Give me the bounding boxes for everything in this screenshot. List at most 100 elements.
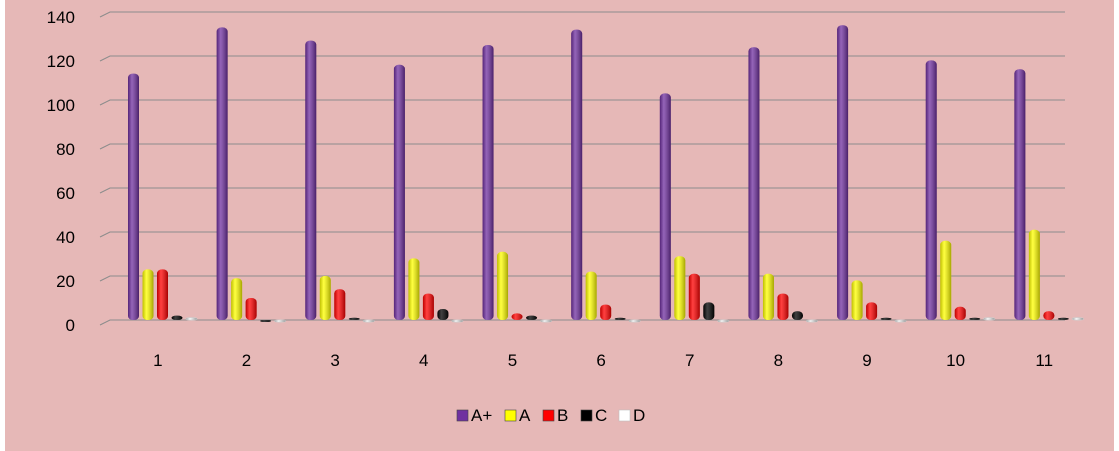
bar (837, 25, 849, 320)
legend-label: D (633, 406, 645, 425)
bar (128, 73, 139, 320)
legend-swatch (542, 409, 555, 422)
bar (880, 317, 892, 320)
bar (231, 278, 243, 320)
bar (185, 317, 198, 321)
bar (628, 319, 641, 323)
bar (748, 47, 760, 320)
legend-label: B (557, 406, 568, 425)
chart-area: 0 20 40 60 80 100 120 140 1 2 3 4 5 6 7 8 9 10 11 A+ A B C D (5, 0, 1114, 451)
bar (983, 317, 996, 321)
bar (674, 256, 686, 320)
bar (894, 319, 907, 323)
y-axis-ticks: 0 20 40 60 80 100 120 140 (47, 8, 75, 335)
bar (245, 298, 257, 320)
bar (703, 302, 715, 320)
legend-item: D (618, 406, 645, 425)
legend-swatch (504, 409, 517, 422)
bar (142, 269, 154, 320)
y-tick-label: 20 (56, 272, 75, 291)
bar (925, 60, 937, 321)
bar (526, 315, 538, 320)
legend-item: A+ (456, 406, 492, 425)
x-tick-label: 1 (153, 351, 162, 370)
bar (422, 293, 434, 320)
bar (305, 40, 317, 320)
legend-label: A+ (471, 406, 492, 425)
bar (451, 319, 464, 323)
bar (1071, 317, 1084, 321)
y-tick-label: 0 (66, 316, 75, 335)
legend-swatch (456, 409, 469, 422)
bar (571, 29, 583, 320)
bar (171, 315, 183, 320)
gridline (99, 55, 1065, 62)
bar (866, 302, 878, 320)
x-tick-label: 10 (946, 351, 965, 370)
x-tick-label: 8 (774, 351, 783, 370)
y-tick-label: 100 (47, 96, 75, 115)
bar (791, 311, 803, 320)
bar (334, 289, 346, 320)
bar (1057, 317, 1069, 320)
bar (614, 317, 626, 320)
bar (497, 251, 509, 320)
bar-chart: 0 20 40 60 80 100 120 140 1 2 3 4 5 6 7 8 9 10 11 A+ A B C D (47, 8, 1084, 425)
bar (805, 319, 818, 323)
bar (762, 273, 774, 320)
x-tick-label: 4 (419, 351, 428, 370)
bar (1028, 229, 1040, 320)
bar (585, 271, 597, 320)
legend-item: C (580, 406, 607, 425)
gridline (99, 319, 1065, 326)
y-tick-label: 80 (56, 140, 75, 159)
x-tick-label: 2 (242, 351, 251, 370)
x-tick-label: 5 (508, 351, 517, 370)
gridline (99, 11, 1065, 18)
legend-label: A (519, 406, 531, 425)
bar (362, 319, 375, 323)
x-tick-label: 9 (862, 351, 871, 370)
gridline (99, 231, 1065, 238)
bar (940, 240, 952, 320)
y-tick-label: 40 (56, 228, 75, 247)
bar (659, 93, 671, 321)
bar (851, 280, 863, 320)
y-tick-label: 120 (47, 52, 75, 71)
bar (600, 304, 612, 320)
legend-item: A (504, 406, 531, 425)
gridline (99, 143, 1065, 150)
x-tick-label: 7 (685, 351, 694, 370)
legend: A+ A B C D (456, 406, 645, 425)
bar (540, 319, 553, 323)
y-tick-label: 140 (47, 8, 75, 27)
bar (511, 313, 523, 320)
bar (1043, 311, 1055, 320)
bar (969, 317, 981, 320)
legend-item: B (542, 406, 568, 425)
gridline (99, 187, 1065, 194)
bar (274, 319, 287, 323)
x-tick-label: 11 (1035, 351, 1053, 370)
bar (157, 269, 168, 320)
y-tick-label: 60 (56, 184, 75, 203)
bar (482, 45, 494, 320)
bar (408, 258, 420, 320)
bar (216, 27, 228, 321)
gridline (99, 275, 1065, 282)
bar (260, 320, 272, 322)
gridlines (99, 11, 1065, 326)
legend-swatch (580, 409, 593, 422)
bar (1014, 69, 1026, 320)
gridline (99, 99, 1065, 106)
bar (954, 306, 966, 320)
legend-label: C (595, 406, 607, 425)
x-tick-label: 6 (596, 351, 605, 370)
bars (128, 25, 1084, 323)
bar (348, 317, 360, 320)
x-tick-label: 3 (330, 351, 339, 370)
bar (319, 276, 331, 320)
legend-swatch (618, 409, 631, 422)
bar (777, 293, 789, 320)
bar (688, 273, 700, 320)
